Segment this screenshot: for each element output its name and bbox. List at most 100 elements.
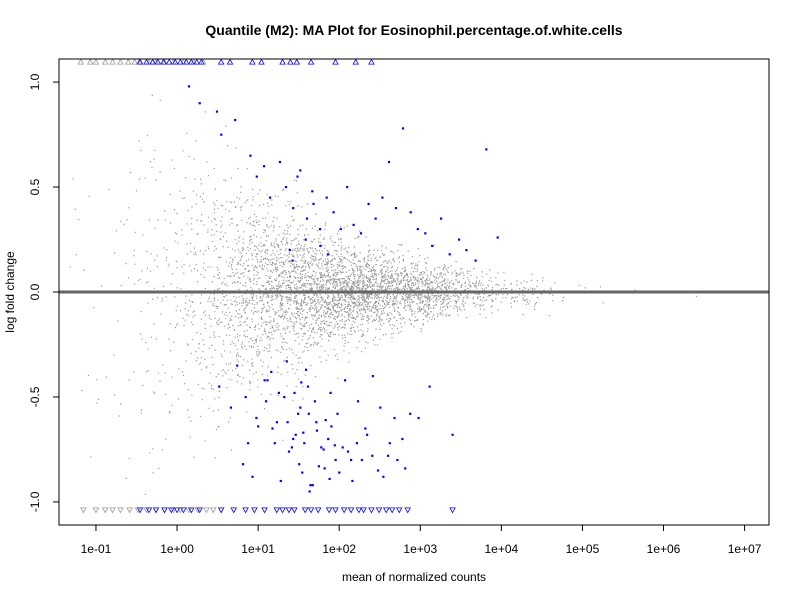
clipped-down-marker <box>109 507 116 514</box>
significant-point <box>215 110 219 113</box>
significant-point <box>327 437 330 441</box>
significant-point <box>339 228 342 231</box>
clipped-down-marker <box>332 507 339 514</box>
clipped-down-marker <box>291 507 298 514</box>
x-tick-label: 1e+05 <box>566 542 600 556</box>
significant-point <box>244 396 247 399</box>
clipped-down-marker <box>101 507 109 514</box>
significant-point <box>401 437 404 441</box>
significant-point <box>198 102 201 105</box>
clipped-up-marker <box>332 58 339 65</box>
significant-point <box>387 160 391 164</box>
significant-point <box>360 458 363 462</box>
clipped-down-marker <box>145 507 153 514</box>
significant-point <box>302 431 305 434</box>
significant-point <box>382 475 385 478</box>
significant-point <box>294 433 297 436</box>
significant-point <box>255 175 258 178</box>
significant-point <box>346 450 350 453</box>
significant-point <box>300 381 303 384</box>
significant-point <box>265 400 268 403</box>
clipped-markers <box>77 58 456 514</box>
significant-point <box>409 412 412 415</box>
significant-point <box>284 186 288 189</box>
significant-point <box>328 477 331 480</box>
clipped-down-marker <box>404 507 412 514</box>
significant-point <box>305 368 308 371</box>
significant-point <box>299 169 302 172</box>
significant-point <box>409 211 412 214</box>
clipped-down-marker <box>261 507 268 514</box>
clipped-down-marker <box>340 507 348 514</box>
significant-point <box>311 484 314 487</box>
y-tick-label: 0.5 <box>28 178 42 195</box>
significant-point <box>257 425 260 428</box>
clipped-down-marker <box>325 507 333 514</box>
plot-frame <box>58 58 770 526</box>
significant-point <box>401 127 405 130</box>
clipped-up-marker <box>149 58 156 65</box>
clipped-up-marker <box>188 58 195 65</box>
significant-point <box>218 385 221 388</box>
significant-point <box>283 396 286 399</box>
significant-point <box>313 400 316 403</box>
clipped-down-marker <box>347 507 355 514</box>
clipped-up-marker <box>352 58 360 65</box>
nonsignificant-points <box>69 94 697 495</box>
x-tick-label: 1e-01 <box>81 542 112 556</box>
significant-point <box>496 236 499 239</box>
clipped-up-marker <box>143 58 150 65</box>
significant-point <box>458 238 461 241</box>
significant-point <box>428 385 431 388</box>
clipped-down-marker <box>217 507 225 514</box>
significant-point <box>236 364 239 367</box>
clipped-up-marker <box>177 58 184 65</box>
significant-point <box>329 391 332 394</box>
clipped-up-marker <box>279 58 286 65</box>
significant-point <box>336 412 339 415</box>
clipped-up-marker <box>86 58 94 65</box>
clipped-down-marker <box>92 507 100 514</box>
x-tick-label: 1e+04 <box>485 542 519 556</box>
significant-point <box>396 458 399 462</box>
chart-title: Quantile (M2): MA Plot for Eosinophil.pe… <box>205 22 622 38</box>
significant-point <box>242 463 245 466</box>
clipped-down-marker <box>285 507 293 514</box>
significant-point <box>351 479 354 483</box>
significant-point <box>388 442 391 445</box>
clipped-down-marker <box>117 507 124 514</box>
axes: 1e-01 1e+00 1e+01 1e+02 1e+03 1e+04 1e+05 1e+06… <box>28 73 762 556</box>
significant-point <box>296 175 299 178</box>
significant-point <box>299 406 302 409</box>
significant-point <box>220 133 223 136</box>
significant-point <box>352 223 355 226</box>
x-tick-label: 1e+01 <box>241 542 275 556</box>
clipped-down-marker <box>314 507 322 514</box>
clipped-up-marker <box>307 58 315 65</box>
significant-point <box>371 375 374 378</box>
clipped-up-marker <box>92 58 100 65</box>
clipped-up-marker <box>217 58 225 65</box>
significant-point <box>234 118 237 122</box>
clipped-down-marker <box>230 507 238 514</box>
significant-point <box>330 425 333 428</box>
significant-point <box>270 370 273 373</box>
significant-point <box>269 196 272 199</box>
clipped-up-marker <box>249 58 256 65</box>
clipped-up-marker <box>109 58 116 65</box>
significant-point <box>293 391 296 394</box>
clipped-down-marker <box>177 507 184 514</box>
significant-point <box>474 259 477 262</box>
clipped-down-marker <box>449 507 456 514</box>
significant-point <box>308 490 311 493</box>
clipped-down-marker <box>168 507 175 514</box>
clipped-down-marker <box>136 507 144 514</box>
significant-point <box>249 154 252 157</box>
clipped-up-marker <box>368 58 375 65</box>
significant-point <box>364 427 367 430</box>
significant-point <box>394 207 398 210</box>
significant-point <box>307 412 310 415</box>
clipped-down-marker <box>307 507 315 514</box>
significant-point <box>440 217 443 220</box>
